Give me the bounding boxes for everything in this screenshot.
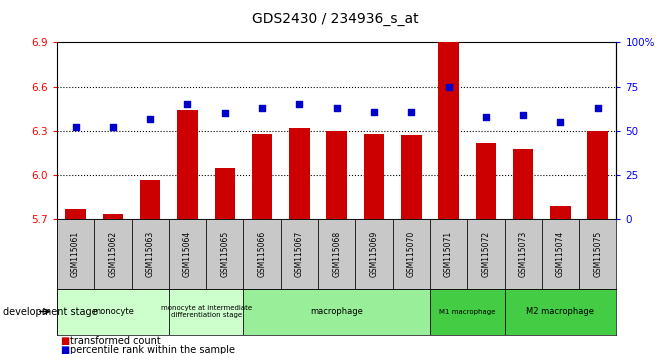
Text: GSM115071: GSM115071	[444, 231, 453, 277]
Text: GSM115074: GSM115074	[556, 231, 565, 277]
Bar	[430, 219, 467, 289]
Text: M2 macrophage: M2 macrophage	[527, 307, 594, 316]
Text: GSM115063: GSM115063	[145, 231, 155, 277]
Text: GSM115064: GSM115064	[183, 231, 192, 277]
Bar	[438, 42, 459, 219]
Point	[406, 109, 417, 114]
Text: transformed count: transformed count	[70, 336, 161, 346]
Bar	[505, 289, 616, 335]
Point	[70, 125, 81, 130]
Point	[145, 116, 155, 121]
Text: ■: ■	[60, 345, 70, 354]
Text: GSM115069: GSM115069	[369, 231, 379, 277]
Bar	[542, 219, 579, 289]
Bar	[243, 219, 281, 289]
Bar	[252, 134, 272, 219]
Bar	[550, 206, 571, 219]
Bar	[579, 219, 616, 289]
Point	[518, 112, 529, 118]
Bar	[393, 219, 430, 289]
Text: development stage: development stage	[3, 307, 98, 316]
Bar	[289, 128, 310, 219]
Bar	[103, 213, 123, 219]
Point	[369, 109, 379, 114]
Bar	[57, 219, 94, 289]
Bar	[476, 143, 496, 219]
Text: GSM115070: GSM115070	[407, 231, 416, 277]
Text: M1 macrophage: M1 macrophage	[439, 309, 495, 314]
Bar	[178, 110, 198, 219]
Bar	[318, 219, 355, 289]
Text: GSM115061: GSM115061	[71, 231, 80, 277]
Text: GDS2430 / 234936_s_at: GDS2430 / 234936_s_at	[252, 12, 418, 27]
Bar	[326, 131, 347, 219]
Bar	[169, 219, 206, 289]
Bar	[467, 219, 505, 289]
Bar	[214, 168, 235, 219]
Point	[592, 105, 603, 111]
Point	[555, 119, 565, 125]
Text: GSM115075: GSM115075	[593, 231, 602, 277]
Point	[219, 110, 230, 116]
Bar	[513, 149, 533, 219]
Point	[294, 102, 305, 107]
Bar	[430, 289, 505, 335]
Text: GSM115066: GSM115066	[257, 231, 267, 277]
Text: GSM115062: GSM115062	[109, 231, 117, 277]
Bar	[401, 136, 421, 219]
Text: monocyte: monocyte	[92, 307, 134, 316]
Text: GSM115065: GSM115065	[220, 231, 229, 277]
Bar	[243, 289, 430, 335]
Bar	[66, 209, 86, 219]
Bar	[364, 134, 384, 219]
Bar	[588, 131, 608, 219]
Bar	[505, 219, 542, 289]
Point	[107, 125, 118, 130]
Point	[331, 105, 342, 111]
Bar	[140, 180, 160, 219]
Bar	[355, 219, 393, 289]
Bar	[169, 289, 243, 335]
Bar	[57, 289, 169, 335]
Bar	[206, 219, 243, 289]
Point	[182, 102, 193, 107]
Bar	[131, 219, 169, 289]
Text: ■: ■	[60, 336, 70, 346]
Text: GSM115068: GSM115068	[332, 231, 341, 277]
Text: percentile rank within the sample: percentile rank within the sample	[70, 345, 235, 354]
Text: GSM115072: GSM115072	[481, 231, 490, 277]
Text: monocyte at intermediate
differentiation stage: monocyte at intermediate differentiation…	[161, 305, 252, 318]
Text: GSM115073: GSM115073	[519, 231, 528, 277]
Point	[443, 84, 454, 90]
Bar	[281, 219, 318, 289]
Point	[480, 114, 491, 120]
Point	[257, 105, 267, 111]
Bar	[94, 219, 131, 289]
Text: macrophage: macrophage	[310, 307, 363, 316]
Text: GSM115067: GSM115067	[295, 231, 304, 277]
